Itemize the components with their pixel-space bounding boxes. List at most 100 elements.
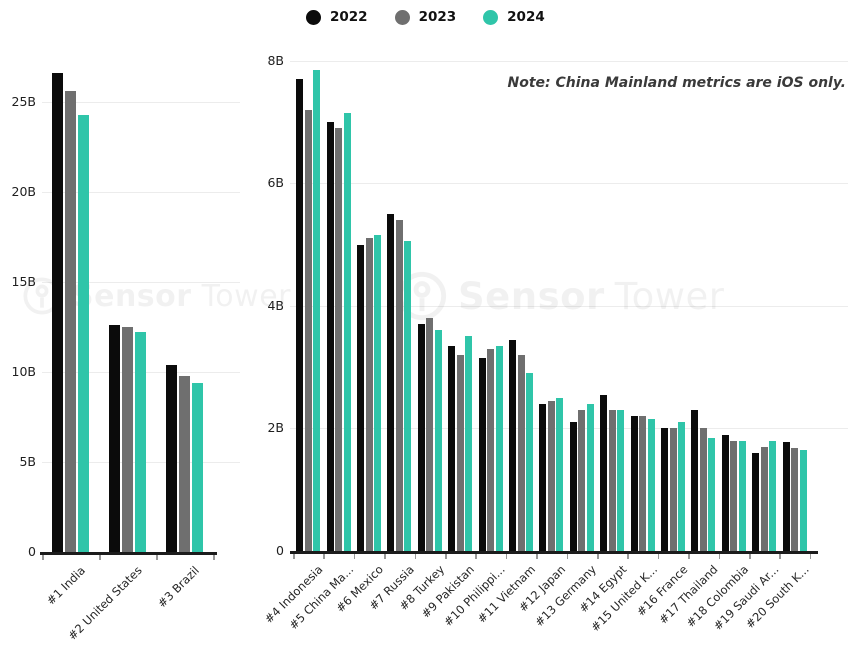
watermark-text-bold: Sensor bbox=[72, 278, 192, 314]
legend-item-2024[interactable]: 2024 bbox=[483, 9, 545, 25]
y-axis-tick-label: 25B bbox=[11, 94, 36, 109]
bar-2023[interactable] bbox=[699, 428, 707, 551]
bar-2023[interactable] bbox=[669, 428, 677, 551]
bar-2024[interactable] bbox=[526, 373, 533, 551]
bar-2024[interactable] bbox=[556, 397, 564, 551]
bar-2022[interactable] bbox=[417, 324, 425, 551]
bar-2024[interactable] bbox=[647, 419, 655, 551]
x-axis-tick bbox=[718, 553, 721, 559]
bar-2024[interactable] bbox=[78, 114, 89, 552]
china-mainland-note: Note: China Mainland metrics are iOS onl… bbox=[507, 75, 846, 91]
bar-2022[interactable] bbox=[752, 452, 760, 551]
bar-2022[interactable] bbox=[448, 345, 456, 551]
bar-2024[interactable] bbox=[738, 440, 746, 551]
legend-label: 2022 bbox=[330, 9, 368, 25]
bar-2022[interactable] bbox=[600, 394, 608, 551]
bar-2023[interactable] bbox=[395, 219, 403, 551]
gridline bbox=[42, 102, 240, 103]
bar-2024[interactable] bbox=[374, 235, 381, 551]
bar-2023[interactable] bbox=[122, 327, 133, 552]
y-axis-tick-label: 5B bbox=[19, 454, 36, 469]
bar-2024[interactable] bbox=[708, 437, 716, 551]
bar-2022[interactable] bbox=[539, 403, 547, 551]
bar-2024[interactable] bbox=[495, 345, 503, 551]
x-axis-tick bbox=[99, 554, 101, 560]
bar-2023[interactable] bbox=[365, 238, 373, 551]
bar-2023[interactable] bbox=[639, 416, 647, 551]
gridline bbox=[290, 183, 848, 185]
x-axis-line bbox=[290, 551, 818, 554]
bar-2022[interactable] bbox=[166, 364, 177, 552]
bar-2024[interactable] bbox=[799, 449, 807, 551]
bar-2022[interactable] bbox=[721, 434, 729, 551]
gridline bbox=[42, 282, 240, 283]
bar-2023[interactable] bbox=[730, 440, 738, 551]
x-axis-tick bbox=[657, 553, 660, 559]
bar-2024[interactable] bbox=[434, 330, 442, 551]
bar-2023[interactable] bbox=[456, 354, 464, 551]
bar-2023[interactable] bbox=[608, 410, 616, 551]
bar-2024[interactable] bbox=[678, 422, 685, 551]
bar-2022[interactable] bbox=[326, 121, 334, 551]
y-axis-tick-label: 20B bbox=[11, 184, 36, 199]
bar-2022[interactable] bbox=[569, 422, 577, 551]
bar-2024[interactable] bbox=[343, 112, 351, 551]
bar-2024[interactable] bbox=[404, 241, 412, 551]
bar-2023[interactable] bbox=[791, 448, 799, 551]
bar-2022[interactable] bbox=[296, 78, 304, 551]
bar-2023[interactable] bbox=[426, 318, 434, 551]
bar-2022[interactable] bbox=[782, 441, 790, 551]
bar-2023[interactable] bbox=[578, 410, 586, 551]
bar-2023[interactable] bbox=[517, 354, 525, 551]
bar-2023[interactable] bbox=[547, 400, 555, 551]
bar-2022[interactable] bbox=[52, 73, 63, 552]
bar-2022[interactable] bbox=[478, 357, 486, 551]
bar-2023[interactable] bbox=[335, 128, 343, 551]
x-axis-tick bbox=[353, 553, 356, 559]
bar-2024[interactable] bbox=[617, 410, 625, 551]
watermark-text-light: Tower bbox=[201, 278, 291, 314]
gridline bbox=[290, 305, 848, 307]
bar-2024[interactable] bbox=[192, 382, 203, 552]
y-axis-tick-label: 0 bbox=[28, 544, 36, 559]
legend-swatch-2024 bbox=[483, 9, 499, 25]
bar-2022[interactable] bbox=[387, 213, 395, 551]
x-axis-tick bbox=[566, 553, 569, 559]
bar-2024[interactable] bbox=[465, 336, 473, 551]
bar-2023[interactable] bbox=[65, 91, 76, 552]
bar-2024[interactable] bbox=[135, 332, 146, 552]
legend-label: 2023 bbox=[418, 9, 457, 25]
x-axis-line bbox=[40, 552, 217, 555]
bar-2023[interactable] bbox=[487, 348, 495, 551]
bar-2022[interactable] bbox=[509, 339, 516, 551]
bar-2023[interactable] bbox=[760, 446, 768, 551]
gridline bbox=[290, 428, 848, 430]
x-axis-tick bbox=[475, 553, 477, 559]
legend-item-2022[interactable]: 2022 bbox=[306, 9, 368, 25]
y-axis-tick-label: 2B bbox=[267, 420, 284, 436]
x-axis-tick bbox=[156, 554, 158, 560]
bar-2023[interactable] bbox=[304, 109, 312, 551]
x-axis-tick bbox=[597, 553, 599, 559]
bar-2022[interactable] bbox=[661, 428, 668, 551]
watermark-text-bold: Sensor bbox=[458, 274, 605, 318]
bar-2024[interactable] bbox=[586, 403, 594, 551]
bar-2024[interactable] bbox=[313, 69, 321, 551]
bar-2024[interactable] bbox=[769, 440, 777, 551]
gridline bbox=[42, 192, 240, 193]
bar-2022[interactable] bbox=[630, 416, 638, 551]
bar-2023[interactable] bbox=[179, 375, 190, 552]
bar-2022[interactable] bbox=[691, 410, 699, 551]
bar-2022[interactable] bbox=[357, 244, 364, 551]
x-axis-tick bbox=[414, 553, 417, 559]
x-axis-tick bbox=[384, 553, 386, 559]
bar-2022[interactable] bbox=[109, 325, 120, 552]
legend-swatch-2022 bbox=[306, 9, 321, 25]
y-axis-tick-label: 6B bbox=[267, 175, 284, 191]
x-axis-tick bbox=[809, 553, 812, 559]
x-axis-tick bbox=[505, 553, 508, 559]
legend-item-2023[interactable]: 2023 bbox=[394, 9, 457, 25]
x-axis-tick bbox=[627, 553, 629, 559]
